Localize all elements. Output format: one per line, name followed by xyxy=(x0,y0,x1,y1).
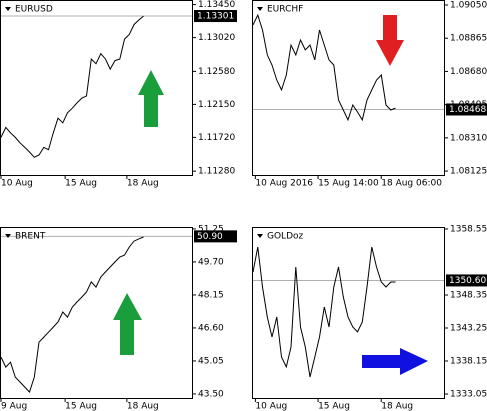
y-tick-label: 1.09050 xyxy=(450,1,487,11)
y-tick-label: 1.08310 xyxy=(450,133,487,143)
price-line xyxy=(252,13,396,122)
chart-title: GOLDoz xyxy=(267,232,304,242)
y-tick-label: 1333.05 xyxy=(450,389,487,399)
x-tick-label: 15 Aug xyxy=(318,402,350,411)
right-arrow xyxy=(362,348,428,375)
plot-frame xyxy=(252,0,445,176)
y-tick-label: 48.15 xyxy=(198,290,224,300)
x-tick-label: 18 Aug 06:00 xyxy=(381,179,442,189)
y-tick-label: 43.50 xyxy=(198,389,224,399)
y-tick-label: 49.70 xyxy=(198,257,224,267)
chart-title: EURCHF xyxy=(267,5,303,15)
y-tick-label: 1338.15 xyxy=(450,356,487,366)
x-tick-label: 10 Aug xyxy=(255,402,287,411)
up-arrow xyxy=(138,70,164,127)
price-line xyxy=(0,15,144,158)
y-tick-label: 51.25 xyxy=(198,224,224,234)
title-marker xyxy=(257,7,263,11)
y-tick-label: 1.08125 xyxy=(450,167,487,177)
y-tick-label: 1.12150 xyxy=(198,100,235,110)
y-tick-label: 1.08680 xyxy=(450,67,487,77)
up-arrow xyxy=(113,293,142,355)
y-tick-label: 1.13020 xyxy=(198,33,235,43)
plot-frame xyxy=(252,227,445,399)
current-price-box xyxy=(194,230,237,243)
y-tick-label: 1358.55 xyxy=(450,225,487,235)
x-tick-label: 18 Aug xyxy=(127,402,159,411)
y-tick-label: 45.05 xyxy=(198,356,224,366)
x-tick-label: 18 Aug xyxy=(127,179,159,189)
current-price-box xyxy=(446,103,487,116)
current-price-box xyxy=(194,10,237,23)
price-line xyxy=(252,246,396,378)
current-price-label: 1350.60 xyxy=(449,276,486,286)
title-marker xyxy=(257,234,263,238)
down-arrow xyxy=(376,15,404,66)
y-tick-label: 1.11280 xyxy=(198,167,235,177)
x-tick-label: 10 Aug xyxy=(1,179,33,189)
x-tick-label: 15 Aug 14:00 xyxy=(318,179,379,189)
plot-frame xyxy=(0,227,193,399)
price-line xyxy=(0,236,144,393)
y-tick-label: 1343.25 xyxy=(450,323,487,333)
x-tick-label: 15 Aug xyxy=(65,402,97,411)
x-tick-label: 10 Aug 2016 xyxy=(255,179,313,189)
current-price-label: 1.08468 xyxy=(449,105,486,115)
y-tick-label: 46.60 xyxy=(198,323,224,333)
current-price-box xyxy=(446,274,487,287)
x-tick-label: 15 Aug xyxy=(65,179,97,189)
x-tick-label: 9 Aug xyxy=(1,402,27,411)
y-tick-label: 1.11720 xyxy=(198,133,235,143)
title-marker xyxy=(5,234,11,238)
plot-frame xyxy=(0,0,193,176)
y-tick-label: 1.13450 xyxy=(198,0,235,10)
chart-title: BRENT xyxy=(15,232,46,242)
y-tick-label: 1.08865 xyxy=(450,34,487,44)
title-marker xyxy=(5,7,11,11)
chart-title: EURUSD xyxy=(15,5,53,15)
y-tick-label: 1.12580 xyxy=(198,67,235,77)
x-tick-label: 18 Aug xyxy=(381,402,413,411)
y-tick-label: 1348.35 xyxy=(450,290,487,300)
current-price-label: 50.90 xyxy=(197,232,223,242)
current-price-label: 1.13301 xyxy=(197,12,234,22)
